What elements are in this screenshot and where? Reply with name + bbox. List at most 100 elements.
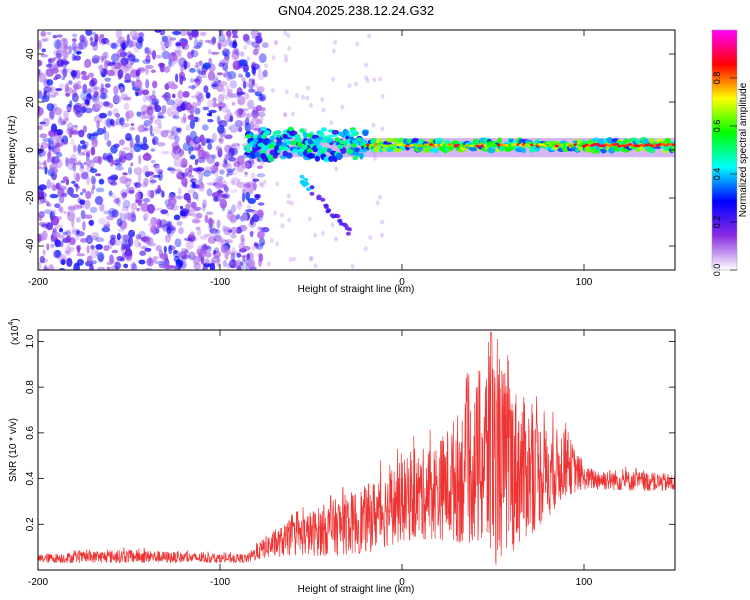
snr-xlabel: Height of straight line (km) (298, 584, 415, 595)
noise-blob (250, 30, 260, 37)
x-tick-label: 0 (399, 577, 405, 588)
noise-blob (275, 181, 280, 187)
noise-blob (363, 246, 368, 252)
noise-blob (102, 101, 110, 107)
noise-blob (180, 41, 188, 47)
noise-blob (134, 79, 143, 89)
noise-blob (139, 250, 146, 256)
noise-blob (251, 66, 256, 75)
noise-blob (174, 267, 179, 270)
noise-blob (98, 217, 107, 225)
noise-blob (177, 48, 183, 57)
noise-blob (224, 70, 229, 75)
noise-blob (95, 244, 103, 250)
noise-blob (38, 72, 47, 83)
noise-blob (185, 102, 192, 111)
noise-blob (182, 113, 187, 123)
noise-blob (175, 73, 179, 83)
noise-blob (170, 52, 176, 57)
noise-blob (236, 181, 246, 189)
noise-blob (58, 195, 65, 204)
snr-multiplier: (x104) (8, 318, 21, 345)
noise-blob (184, 204, 191, 209)
noise-blob (257, 70, 265, 81)
noise-blob (202, 199, 207, 209)
noise-blob (189, 67, 196, 73)
noise-blob (150, 216, 158, 227)
noise-blob (124, 249, 133, 260)
noise-blob (44, 209, 53, 215)
noise-blob (193, 78, 200, 83)
noise-blob (92, 54, 100, 64)
noise-blob (101, 73, 106, 78)
signal-cluster (275, 130, 282, 135)
noise-blob (88, 220, 94, 225)
branch-blob (335, 214, 341, 219)
noise-blob (309, 256, 314, 261)
noise-blob (81, 171, 89, 180)
noise-blob (91, 260, 97, 265)
noise-blob (238, 224, 248, 232)
noise-blob (113, 197, 120, 204)
noise-blob (141, 181, 148, 189)
noise-blob (280, 223, 285, 229)
colorbar-tick-label: 0.2 (712, 216, 722, 229)
noise-blob (137, 69, 141, 76)
noise-blob (290, 111, 295, 117)
noise-blob (66, 122, 74, 132)
noise-blob (133, 143, 142, 153)
noise-blob (92, 84, 98, 95)
noise-blob (252, 48, 259, 56)
signal-blob (393, 147, 402, 153)
noise-blob (84, 239, 91, 243)
noise-blob (116, 49, 125, 58)
noise-blob (118, 59, 128, 70)
noise-blob (254, 120, 259, 131)
noise-blob (84, 199, 91, 210)
noise-blob (172, 114, 180, 120)
noise-blob (224, 114, 232, 122)
noise-blob (173, 168, 182, 172)
noise-blob (39, 133, 48, 139)
noise-blob (108, 190, 113, 196)
signal-cluster (252, 138, 259, 143)
noise-blob (368, 235, 373, 240)
noise-blob (218, 135, 224, 145)
noise-blob (196, 157, 206, 164)
noise-blob (38, 90, 43, 99)
signal-blob (495, 148, 501, 153)
signal-blob (670, 146, 675, 153)
signal-blob (335, 152, 344, 160)
signal-blob (292, 149, 299, 153)
noise-blob (242, 81, 251, 87)
noise-blob (193, 45, 201, 50)
noise-blob (118, 149, 123, 159)
noise-blob (211, 192, 220, 198)
noise-blob (125, 110, 135, 119)
noise-blob (110, 63, 120, 70)
noise-blob (56, 34, 63, 38)
signal-cluster (316, 144, 323, 150)
noise-blob (86, 175, 90, 186)
noise-blob (245, 71, 251, 78)
signal-blob (352, 155, 359, 161)
noise-blob (46, 243, 50, 251)
noise-blob (217, 94, 225, 104)
noise-blob (109, 254, 114, 264)
noise-blob (128, 167, 132, 175)
branch-blob (305, 187, 311, 192)
noise-blob (81, 150, 87, 156)
noise-blob (252, 178, 260, 182)
noise-blob (219, 169, 225, 175)
noise-blob (173, 250, 178, 254)
noise-blob (149, 124, 153, 135)
noise-blob (216, 83, 224, 93)
noise-blob (89, 79, 96, 88)
noise-blob (261, 42, 269, 49)
noise-blob (46, 179, 52, 189)
signal-blob (318, 131, 325, 138)
noise-blob (235, 226, 243, 234)
noise-blob (109, 118, 115, 126)
noise-blob (140, 202, 150, 212)
noise-blob (103, 210, 112, 215)
